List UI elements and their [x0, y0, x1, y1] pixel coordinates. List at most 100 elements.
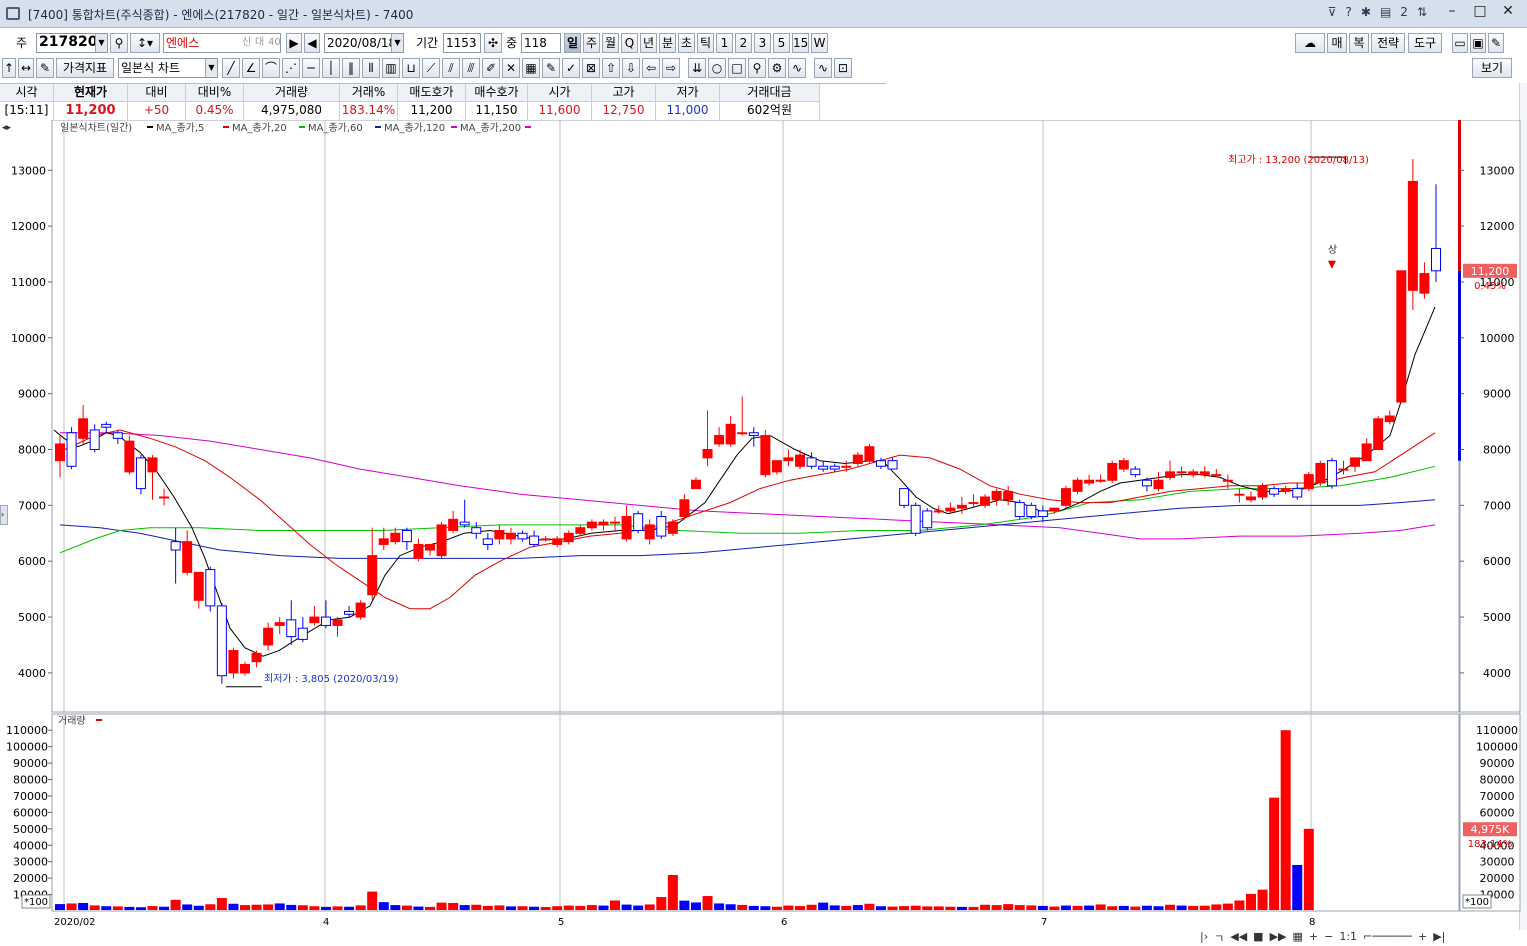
ratio-icon[interactable]: 1:1 [1339, 930, 1358, 943]
compound-button[interactable]: 복 [1349, 33, 1369, 53]
draw-tool-icon-3[interactable]: ⋰ [282, 58, 300, 78]
strategy-button[interactable]: 전략 [1371, 33, 1405, 53]
draw-tool-icon-22[interactable]: ⇨ [662, 58, 680, 78]
view-button[interactable]: 보기 [1472, 58, 1512, 78]
draw-tool-icon-14[interactable]: ✕ [502, 58, 520, 78]
date-input[interactable]: 2020/08/18 [324, 33, 404, 53]
stock-name-field[interactable]: 엔에스 [163, 33, 281, 53]
slider-icon[interactable]: ⌐────── [1363, 930, 1412, 943]
draw-tool-icon-6[interactable]: ‖ [342, 58, 360, 78]
period-tab-0[interactable]: 일 [564, 33, 581, 53]
draw-tool-icon-4[interactable]: ─ [302, 58, 320, 78]
pin-icon[interactable]: ⊽ [1327, 5, 1337, 19]
period-tab-10[interactable]: 3 [754, 33, 771, 53]
period-tab-5[interactable]: 분 [659, 33, 676, 53]
sort-dropdown[interactable]: ↕▾ [130, 33, 160, 53]
number-icon[interactable]: 2 [1400, 5, 1408, 19]
chevron-down-icon[interactable]: ▼ [95, 34, 107, 52]
draw-tool-icon-28[interactable]: ∿ [788, 58, 806, 78]
draw-tool-icon-23[interactable]: ⇊ [688, 58, 706, 78]
edit-icon[interactable]: ✎ [36, 58, 54, 78]
indicator-button[interactable]: 가격지표 [56, 58, 114, 78]
period-tab-4[interactable]: 년 [640, 33, 657, 53]
scroll-start-icon[interactable]: |› [1200, 930, 1209, 943]
draw-tool-icon-24[interactable]: ○ [708, 58, 726, 78]
maximize-icon[interactable]: □ [1473, 3, 1487, 19]
draw-tool-icon-13[interactable]: ✐ [482, 58, 500, 78]
draw-tool-icon-5[interactable]: │ [322, 58, 340, 78]
up-arrow-icon[interactable]: ↑ [2, 58, 16, 78]
play-icon[interactable]: ▶ [286, 33, 302, 53]
chart-type-chevron-icon[interactable]: ▼ [205, 59, 217, 77]
save-icon[interactable]: ▣ [1470, 33, 1486, 53]
mid-input[interactable]: 118 [521, 33, 561, 53]
draw-tool-icon-16[interactable]: ✎ [542, 58, 560, 78]
buy-button[interactable]: 매 [1327, 33, 1347, 53]
rewind-icon[interactable]: ◀◀ [1230, 930, 1248, 943]
chart-svg[interactable]: 2020/02 4 5 6 7 8 4000 4000 5000 5000 6000 6000 7000… [0, 120, 1527, 932]
fast-forward-icon[interactable]: ▶▶ [1269, 930, 1287, 943]
volume-bar [448, 902, 459, 910]
draw-tool-icon-0[interactable]: ╱ [222, 58, 240, 78]
period-tab-9[interactable]: 2 [735, 33, 752, 53]
draw-tool-icon-19[interactable]: ⇧ [602, 58, 620, 78]
draw-tool-icon-27[interactable]: ⚙ [768, 58, 786, 78]
chart-type-select[interactable]: 일본식 차트 [118, 58, 218, 78]
period-tab-12[interactable]: 15 [792, 33, 809, 53]
price-pane [51, 120, 1460, 713]
trend-icon[interactable]: ㄱ [1214, 932, 1225, 945]
draw-tool-icon-29[interactable]: ∿ [814, 58, 832, 78]
end-icon[interactable]: ▶| [1433, 930, 1446, 943]
candle-body [656, 516, 667, 537]
draw-tool-icon-17[interactable]: ✓ [562, 58, 580, 78]
search-icon[interactable]: ⚲ [110, 33, 128, 53]
tools-button[interactable]: 도구 [1408, 33, 1442, 53]
draw-tool-icon-21[interactable]: ⇦ [642, 58, 660, 78]
left-panel-toggle-icon[interactable]: › [0, 505, 8, 525]
draw-tool-icon-12[interactable]: ⫻ [462, 58, 480, 78]
period-tab-6[interactable]: 초 [678, 33, 695, 53]
period-tab-2[interactable]: 월 [602, 33, 619, 53]
draw-tool-icon-2[interactable]: ⌒ [262, 58, 280, 78]
chart-area[interactable]: 2020/02 4 5 6 7 8 4000 4000 5000 5000 6000 6000 7000… [0, 120, 1527, 932]
grid-icon[interactable]: ▦ [1292, 930, 1303, 943]
draw-tool-icon-15[interactable]: ▦ [522, 58, 540, 78]
volume-unit-left: *100 [24, 897, 48, 908]
draw-tool-icon-18[interactable]: ⊠ [582, 58, 600, 78]
help-icon[interactable]: ? [1345, 5, 1352, 19]
draw-tool-icon-26[interactable]: ⚲ [748, 58, 766, 78]
layout-icon[interactable]: ▤ [1379, 5, 1392, 19]
minimize-icon[interactable]: – [1448, 3, 1456, 19]
expand-icon[interactable]: ✣ [484, 33, 502, 53]
period-input[interactable]: 1153 [443, 33, 481, 53]
period-tab-11[interactable]: 5 [773, 33, 790, 53]
stock-code-input[interactable]: 217820 [36, 33, 108, 53]
period-tab-13[interactable]: W [811, 33, 828, 53]
sort-icon[interactable]: ⇅ [1416, 5, 1427, 19]
stop-icon[interactable]: ■ [1253, 930, 1264, 943]
folder-icon[interactable]: ▭ [1452, 33, 1468, 53]
zoom-out-icon[interactable]: − [1324, 930, 1334, 943]
zoom-in-icon-2[interactable]: + [1417, 930, 1428, 943]
horizontal-arrows-icon[interactable]: ↔ [18, 58, 34, 78]
period-tab-8[interactable]: 1 [716, 33, 733, 53]
gear-icon[interactable]: ✱ [1360, 5, 1371, 19]
draw-tool-icon-30[interactable]: ⊡ [834, 58, 852, 78]
wrench-icon[interactable]: ✎ [1488, 33, 1504, 53]
calendar-dropdown-icon[interactable]: ▼ [391, 34, 403, 52]
close-icon[interactable]: ✕ [1502, 3, 1514, 19]
draw-tool-icon-9[interactable]: ⊔ [402, 58, 420, 78]
period-tab-3[interactable]: Q [621, 33, 638, 53]
cloud-icon[interactable]: ☁ [1295, 33, 1325, 53]
period-tab-1[interactable]: 주 [583, 33, 600, 53]
draw-tool-icon-1[interactable]: ∠ [242, 58, 260, 78]
draw-tool-icon-25[interactable]: □ [728, 58, 746, 78]
draw-tool-icon-7[interactable]: ⦀ [362, 58, 380, 78]
back-icon[interactable]: ◀ [304, 33, 320, 53]
draw-tool-icon-10[interactable]: ⟋ [422, 58, 440, 78]
draw-tool-icon-11[interactable]: ⫽ [442, 58, 460, 78]
draw-tool-icon-20[interactable]: ⇩ [622, 58, 640, 78]
zoom-in-icon[interactable]: + [1308, 930, 1319, 943]
period-tab-7[interactable]: 틱 [697, 33, 714, 53]
draw-tool-icon-8[interactable]: ▥ [382, 58, 400, 78]
